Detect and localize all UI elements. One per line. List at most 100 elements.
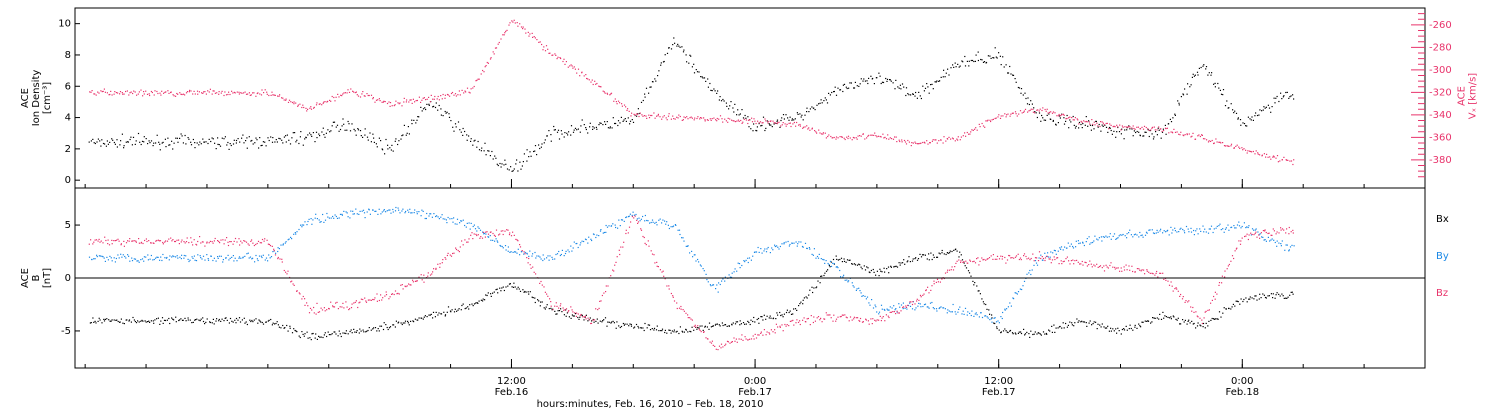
data-point bbox=[245, 321, 247, 323]
data-point bbox=[1289, 96, 1291, 98]
data-point bbox=[702, 329, 704, 331]
data-point bbox=[144, 239, 146, 242]
data-point bbox=[1096, 263, 1098, 265]
data-point bbox=[468, 308, 470, 310]
data-point bbox=[385, 138, 387, 141]
data-point bbox=[490, 295, 492, 297]
data-point bbox=[773, 123, 775, 125]
data-point bbox=[812, 291, 814, 294]
data-point bbox=[398, 321, 400, 323]
data-point bbox=[346, 212, 348, 214]
data-point bbox=[1177, 290, 1179, 292]
data-point bbox=[624, 323, 626, 325]
data-point bbox=[689, 252, 691, 254]
data-point bbox=[1179, 134, 1181, 136]
data-point bbox=[220, 320, 222, 322]
data-point bbox=[570, 245, 572, 247]
data-point bbox=[227, 141, 229, 144]
data-point bbox=[401, 105, 403, 107]
data-point bbox=[915, 142, 917, 144]
data-point bbox=[1084, 261, 1086, 263]
data-point bbox=[1287, 296, 1289, 298]
data-point bbox=[542, 254, 544, 256]
data-point bbox=[1276, 231, 1278, 233]
data-point bbox=[650, 86, 652, 88]
data-point bbox=[774, 329, 776, 331]
data-point bbox=[990, 255, 992, 257]
data-point bbox=[665, 223, 667, 225]
data-point bbox=[920, 142, 922, 144]
data-point bbox=[1274, 297, 1276, 299]
data-point bbox=[231, 320, 233, 322]
data-point bbox=[238, 317, 241, 319]
data-point bbox=[375, 143, 377, 145]
data-point bbox=[830, 135, 832, 138]
data-point bbox=[662, 61, 665, 63]
data-point bbox=[839, 136, 841, 138]
data-point bbox=[930, 84, 932, 86]
data-point bbox=[126, 319, 128, 321]
data-point bbox=[740, 323, 742, 325]
data-point bbox=[1245, 297, 1247, 299]
data-point bbox=[303, 335, 305, 337]
data-point bbox=[747, 116, 749, 118]
data-point bbox=[1255, 295, 1257, 297]
data-point bbox=[110, 320, 112, 322]
data-point bbox=[458, 308, 460, 310]
data-point bbox=[853, 263, 856, 265]
data-point bbox=[172, 255, 174, 257]
data-point bbox=[585, 128, 587, 131]
data-point bbox=[918, 299, 920, 301]
data-point bbox=[286, 324, 288, 327]
data-point bbox=[765, 318, 767, 320]
data-point bbox=[1023, 111, 1025, 113]
data-point bbox=[302, 144, 304, 146]
data-point bbox=[868, 323, 870, 325]
data-point bbox=[1110, 129, 1112, 132]
data-point bbox=[485, 154, 487, 156]
data-point bbox=[580, 125, 582, 127]
data-point bbox=[388, 298, 390, 300]
data-point bbox=[892, 311, 894, 313]
data-point bbox=[207, 258, 209, 260]
data-point bbox=[287, 270, 289, 272]
data-point bbox=[130, 321, 132, 323]
data-point bbox=[987, 317, 989, 319]
data-point bbox=[1205, 68, 1207, 70]
data-point bbox=[329, 99, 331, 101]
data-point bbox=[1223, 145, 1226, 147]
data-point bbox=[610, 93, 612, 95]
data-point bbox=[981, 59, 983, 61]
data-point bbox=[718, 99, 720, 101]
data-point bbox=[416, 280, 418, 282]
data-point bbox=[112, 139, 114, 141]
data-point bbox=[1078, 123, 1080, 125]
data-point bbox=[492, 239, 494, 241]
data-point bbox=[1048, 258, 1050, 260]
data-point bbox=[1024, 334, 1026, 336]
data-point bbox=[372, 133, 374, 135]
data-point bbox=[1290, 231, 1292, 233]
data-point bbox=[123, 323, 125, 325]
data-point bbox=[745, 323, 747, 325]
data-point bbox=[504, 230, 506, 232]
data-point bbox=[488, 236, 490, 238]
data-point bbox=[425, 99, 427, 101]
data-point bbox=[324, 136, 326, 138]
data-point bbox=[556, 131, 559, 133]
data-point bbox=[197, 93, 199, 95]
data-point bbox=[922, 141, 924, 144]
data-point bbox=[269, 245, 272, 247]
data-point bbox=[277, 250, 279, 253]
data-point bbox=[203, 141, 205, 143]
data-point bbox=[1029, 109, 1031, 111]
data-point bbox=[157, 239, 159, 241]
data-point bbox=[889, 79, 891, 81]
data-point bbox=[842, 276, 844, 278]
data-point bbox=[599, 86, 601, 88]
data-point bbox=[135, 240, 137, 242]
data-point bbox=[640, 101, 643, 103]
data-point bbox=[1236, 247, 1238, 249]
data-point bbox=[415, 280, 417, 282]
data-point bbox=[377, 99, 379, 101]
